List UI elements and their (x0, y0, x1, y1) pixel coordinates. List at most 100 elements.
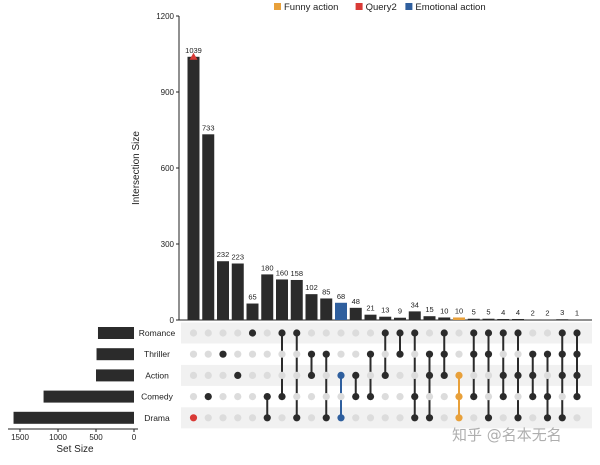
matrix-dot-active (205, 393, 212, 400)
set-size-bar (96, 369, 134, 381)
matrix-dot-inactive (485, 372, 492, 379)
matrix-dot-active (529, 393, 536, 400)
matrix-dot-active (190, 414, 197, 421)
matrix-dot-active (352, 372, 359, 379)
matrix-dot-inactive (264, 329, 271, 336)
matrix-dot-active (441, 372, 448, 379)
matrix-dot-inactive (190, 351, 197, 358)
matrix-dot-inactive (234, 351, 241, 358)
matrix-dot-inactive (249, 351, 256, 358)
matrix-dot-active (529, 351, 536, 358)
matrix-dot-active (382, 372, 389, 379)
matrix-dot-inactive (441, 414, 448, 421)
legend-label: Query2 (366, 2, 397, 13)
matrix-dot-inactive (529, 414, 536, 421)
matrix-dot-active (411, 393, 418, 400)
matrix-dot-active (249, 329, 256, 336)
matrix-dot-inactive (382, 414, 389, 421)
matrix-dot-inactive (544, 372, 551, 379)
matrix-dot-inactive (205, 372, 212, 379)
matrix-dot-active (426, 372, 433, 379)
intersection-bar (365, 315, 377, 320)
matrix-dot-inactive (500, 351, 507, 358)
intersection-bar (320, 298, 332, 320)
matrix-dot-inactive (514, 393, 521, 400)
matrix-dot-inactive (573, 414, 580, 421)
bar-value-label: 4 (516, 308, 520, 317)
matrix-dot-inactive (308, 393, 315, 400)
matrix-dot-active (573, 393, 580, 400)
matrix-dot-inactive (264, 351, 271, 358)
set-size-label: Set Size (56, 444, 94, 455)
matrix-dot-inactive (323, 329, 330, 336)
intersection-bar (438, 317, 450, 320)
matrix-dot-inactive (190, 393, 197, 400)
matrix-dot-active (559, 329, 566, 336)
matrix-dot-active (500, 393, 507, 400)
intersection-bar (261, 274, 273, 320)
bar-value-label: 180 (261, 263, 274, 272)
matrix-dot-active (485, 414, 492, 421)
matrix-dot-inactive (234, 414, 241, 421)
matrix-dot-inactive (455, 351, 462, 358)
matrix-dot-inactive (455, 329, 462, 336)
legend-label: Funny action (284, 2, 338, 13)
matrix-dot-inactive (293, 393, 300, 400)
matrix-dot-inactive (559, 393, 566, 400)
set-size-tick-label: 1000 (49, 433, 67, 442)
legend: Funny action Query2 Emotional action (274, 2, 486, 13)
matrix-dot-inactive (411, 372, 418, 379)
intersection-bar (306, 294, 318, 320)
bar-value-label: 102 (305, 283, 318, 292)
watermark: 知乎 @名本无名 (452, 424, 562, 445)
matrix-dot-active (514, 414, 521, 421)
matrix-dot-active (455, 393, 462, 400)
matrix-dot-active (500, 372, 507, 379)
matrix-dot-inactive (234, 393, 241, 400)
matrix-dot-inactive (352, 351, 359, 358)
intersection-bar (232, 264, 244, 320)
set-label: Thriller (144, 349, 170, 359)
matrix-dot-active (293, 414, 300, 421)
intersection-bar (276, 279, 288, 320)
matrix-dot-active (455, 414, 462, 421)
matrix-dot-active (485, 329, 492, 336)
matrix-dot-active (337, 414, 344, 421)
matrix-dot-active (514, 329, 521, 336)
bar-value-label: 232 (217, 250, 230, 259)
matrix-dot-inactive (190, 329, 197, 336)
y-axis-label: Intersection Size (131, 131, 142, 205)
bar-value-label: 2 (531, 308, 535, 317)
matrix-dot-inactive (293, 351, 300, 358)
intersection-bar (335, 303, 347, 320)
bar-value-label: 5 (486, 308, 490, 317)
matrix-dot-inactive (234, 329, 241, 336)
y-tick-label: 0 (170, 316, 175, 325)
matrix-dot-inactive (337, 351, 344, 358)
set-label: Comedy (141, 392, 173, 402)
intersection-bar (483, 319, 495, 320)
matrix-dot-active (544, 351, 551, 358)
matrix-dot-active (264, 393, 271, 400)
matrix-dot-inactive (426, 329, 433, 336)
intersection-bar (424, 316, 436, 320)
y-tick-label: 1200 (156, 12, 174, 21)
matrix-dot-inactive (219, 393, 226, 400)
bar-value-label: 13 (381, 306, 389, 315)
matrix-dot-inactive (249, 372, 256, 379)
intersection-bar (409, 311, 421, 320)
legend-label: Emotional action (415, 2, 485, 13)
set-size-bar (97, 348, 134, 360)
y-tick-label: 600 (161, 164, 175, 173)
bar-value-label: 158 (290, 269, 303, 278)
matrix-dot-inactive (544, 329, 551, 336)
matrix-dot-inactive (205, 329, 212, 336)
matrix-dot-active (514, 372, 521, 379)
matrix-dot-inactive (308, 329, 315, 336)
matrix-dot-active (485, 351, 492, 358)
matrix-dot-active (323, 351, 330, 358)
matrix-dot-active (559, 351, 566, 358)
matrix-dot-inactive (264, 372, 271, 379)
set-size-tick-label: 0 (132, 433, 137, 442)
